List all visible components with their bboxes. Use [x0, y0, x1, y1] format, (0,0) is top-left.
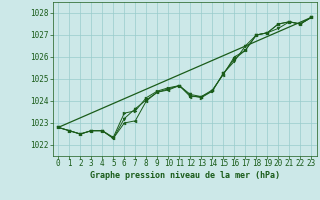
X-axis label: Graphe pression niveau de la mer (hPa): Graphe pression niveau de la mer (hPa): [90, 171, 280, 180]
